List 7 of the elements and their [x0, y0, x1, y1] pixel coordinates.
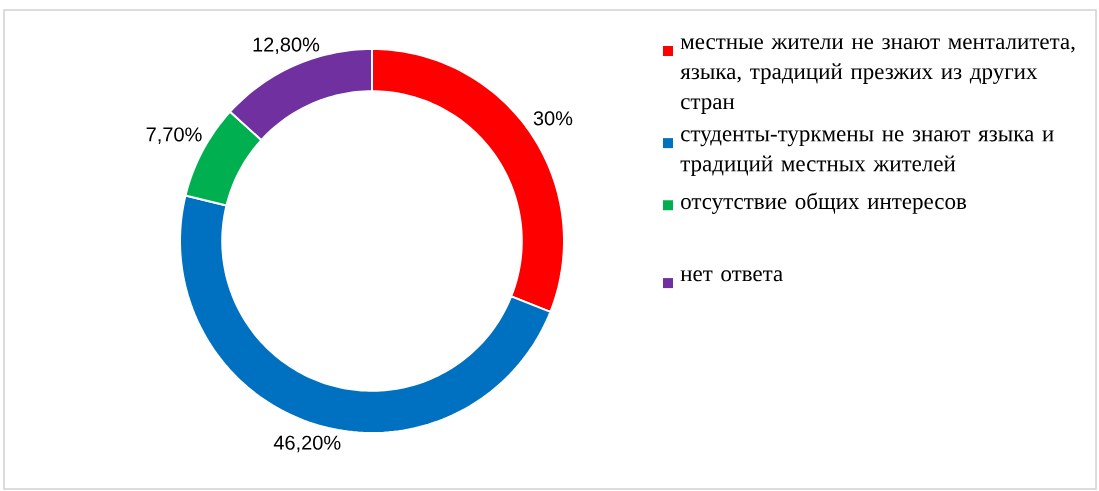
data-label: 30% — [533, 111, 573, 126]
data-label: 46,20% — [273, 435, 341, 453]
legend-label: студенты-туркмены не знают языка и традиций местных жителей — [680, 130, 1054, 177]
data-label: 12,80% — [253, 37, 320, 55]
legend-label: отсутствие общих интересов — [681, 192, 967, 214]
legend-label: нет ответа — [680, 270, 783, 282]
data-label: 7,70% — [146, 127, 202, 144]
